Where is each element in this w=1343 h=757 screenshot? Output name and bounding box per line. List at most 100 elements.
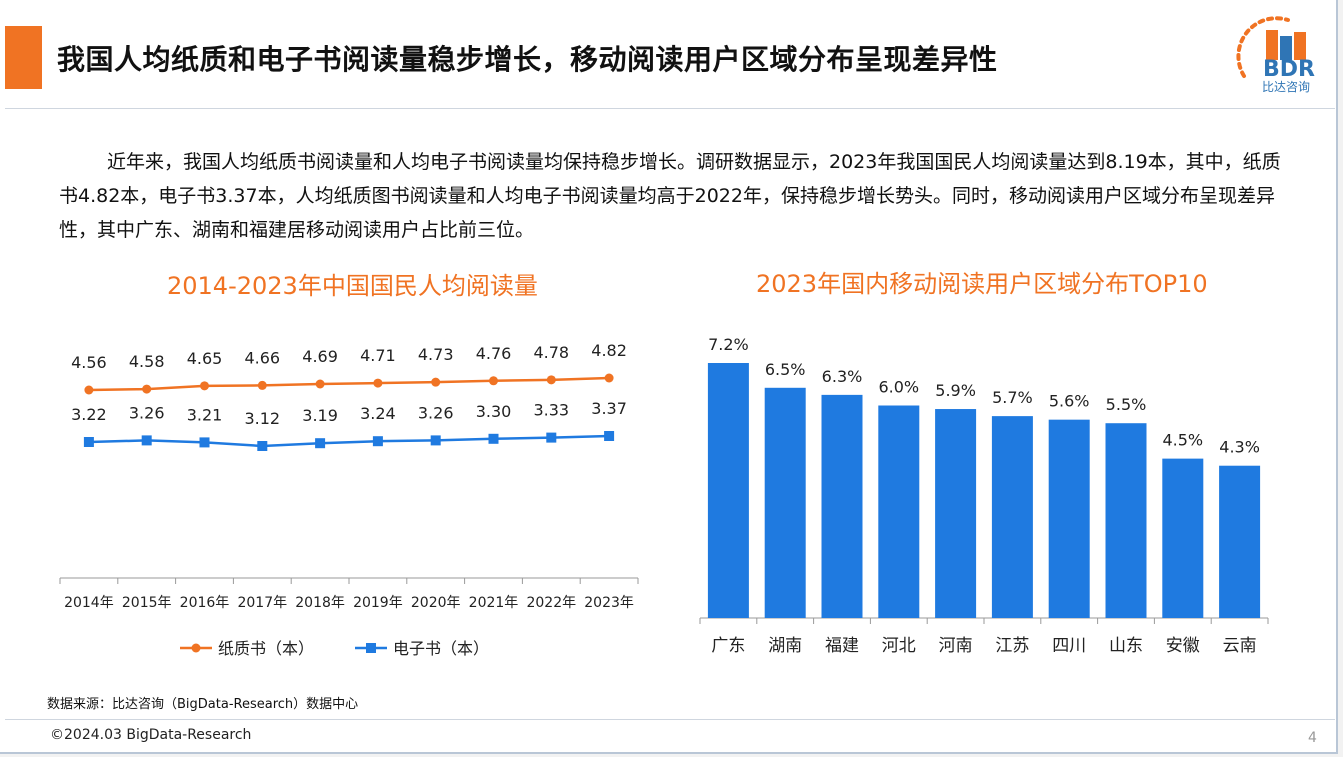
data-point <box>199 437 210 448</box>
series-line-paper <box>88 376 610 392</box>
data-point <box>373 378 383 388</box>
data-point <box>430 435 441 446</box>
data-label: 3.26 <box>129 403 165 422</box>
bar-value-label: 5.6% <box>1049 392 1090 411</box>
line-chart-title: 2014-2023年中国国民人均阅读量 <box>167 272 538 300</box>
intro-text: 近年来，我国人均纸质书阅读量和人均电子书阅读量均保持稳步增长。调研数据显示，20… <box>59 151 1281 241</box>
x-tick-label: 2015年 <box>122 595 172 611</box>
data-label: 3.24 <box>360 404 396 423</box>
series-line-ebook <box>88 434 610 448</box>
data-point <box>257 441 268 451</box>
data-label: 4.73 <box>418 345 454 364</box>
data-label: 3.22 <box>71 405 107 424</box>
data-label: 4.76 <box>476 344 512 363</box>
bar-5 <box>991 416 1033 618</box>
bar-value-label: 5.5% <box>1106 395 1147 414</box>
x-tick-label: 2019年 <box>353 595 403 611</box>
bar-chart-title: 2023年国内移动阅读用户区域分布TOP10 <box>756 270 1208 298</box>
data-point <box>142 384 152 394</box>
x-tick-label: 2020年 <box>411 595 461 611</box>
page-title: 我国人均纸质和电子书阅读量稳步增长，移动阅读用户区域分布呈现差异性 <box>57 43 998 76</box>
logo-subtitle: 比达咨询 <box>1262 80 1311 94</box>
title-divider <box>5 108 1335 109</box>
x-tick-label: 2022年 <box>526 595 576 611</box>
x-tick-label: 2021年 <box>469 595 519 611</box>
data-label: 4.56 <box>71 353 107 372</box>
data-label: 3.21 <box>187 405 223 424</box>
data-label: 3.26 <box>418 403 454 422</box>
bar-3 <box>878 405 920 618</box>
x-tick-label: 河南 <box>939 636 973 656</box>
x-tick-label: 福建 <box>825 636 859 656</box>
bar-2 <box>821 394 863 618</box>
legend-marker <box>191 643 201 653</box>
x-tick-label: 山东 <box>1109 636 1143 656</box>
data-label: 4.65 <box>187 349 223 368</box>
data-point <box>200 381 209 391</box>
copyright: ©2024.03 BigData-Research <box>50 727 252 743</box>
data-label: 3.19 <box>302 406 338 425</box>
bar-value-label: 5.7% <box>992 388 1033 407</box>
data-point <box>489 376 498 386</box>
x-tick-label: 2014年 <box>64 595 114 611</box>
legend-label: 纸质书（本） <box>218 639 314 658</box>
data-label: 3.30 <box>476 402 512 421</box>
data-label: 3.37 <box>591 399 627 418</box>
bar-6 <box>1048 419 1090 618</box>
data-label: 4.66 <box>244 348 280 367</box>
data-label: 4.71 <box>360 346 396 365</box>
data-point <box>372 436 383 447</box>
bar-value-label: 6.5% <box>765 360 806 379</box>
data-point <box>84 385 94 395</box>
x-tick-label: 2023年 <box>584 595 634 611</box>
x-tick-label: 2016年 <box>180 595 230 611</box>
logo-building-icon <box>1280 36 1292 60</box>
x-tick-label: 安徽 <box>1166 636 1200 656</box>
bar-9 <box>1219 465 1261 618</box>
legend-item-paper: 纸质书（本） <box>180 639 314 658</box>
x-tick-label: 四川 <box>1052 636 1086 656</box>
footer-divider <box>5 719 1335 720</box>
data-point <box>257 380 267 390</box>
data-point <box>488 433 499 444</box>
data-label: 4.58 <box>129 352 165 371</box>
data-point <box>431 377 441 387</box>
data-point <box>315 438 326 449</box>
data-source: 数据来源：比达咨询（BigData-Research）数据中心 <box>47 697 359 712</box>
bar-value-label: 6.3% <box>822 367 863 386</box>
bar-7 <box>1105 423 1147 618</box>
bar-value-label: 4.3% <box>1219 438 1260 457</box>
bar-4 <box>935 409 977 618</box>
bar-value-label: 7.2% <box>708 335 749 354</box>
data-point <box>83 437 94 447</box>
logo-building-icon <box>1294 32 1306 60</box>
logo-building-icon <box>1266 30 1278 60</box>
x-tick-label: 河北 <box>882 636 916 656</box>
x-tick-label: 云南 <box>1223 636 1257 656</box>
data-point <box>604 373 614 383</box>
title-accent-bar <box>5 26 42 89</box>
line-chart: 2014年 2015年 2016年 2017年 2018年 2019年 2020年 2021年… <box>59 341 639 658</box>
data-label: 3.33 <box>533 401 569 420</box>
data-label: 4.82 <box>591 341 627 360</box>
x-tick-label: 江苏 <box>995 636 1029 656</box>
logo-text: BDR <box>1263 57 1315 82</box>
bar-1 <box>764 387 806 618</box>
data-label: 4.69 <box>302 347 338 366</box>
bar-0 <box>707 363 749 618</box>
data-label: 3.12 <box>244 409 280 428</box>
data-point <box>141 435 152 446</box>
bar-8 <box>1162 458 1204 618</box>
bar-value-label: 5.9% <box>935 381 976 400</box>
x-tick-label: 广东 <box>711 636 745 656</box>
legend-marker <box>366 643 376 653</box>
x-tick-label: 2018年 <box>295 595 345 611</box>
x-tick-label: 2017年 <box>237 595 287 611</box>
logo-sun-rays-icon <box>1236 16 1290 78</box>
bar-chart: 7.2% 广东 6.5% 湖南 6.3% 福建 6.0% 河北 5.9% 河南 5.7% 江苏 5.6%… <box>699 335 1269 656</box>
bdr-logo: BDR <box>1236 16 1315 82</box>
data-point <box>604 431 615 441</box>
data-point <box>315 379 325 389</box>
data-point <box>546 432 557 443</box>
data-point <box>546 375 556 385</box>
